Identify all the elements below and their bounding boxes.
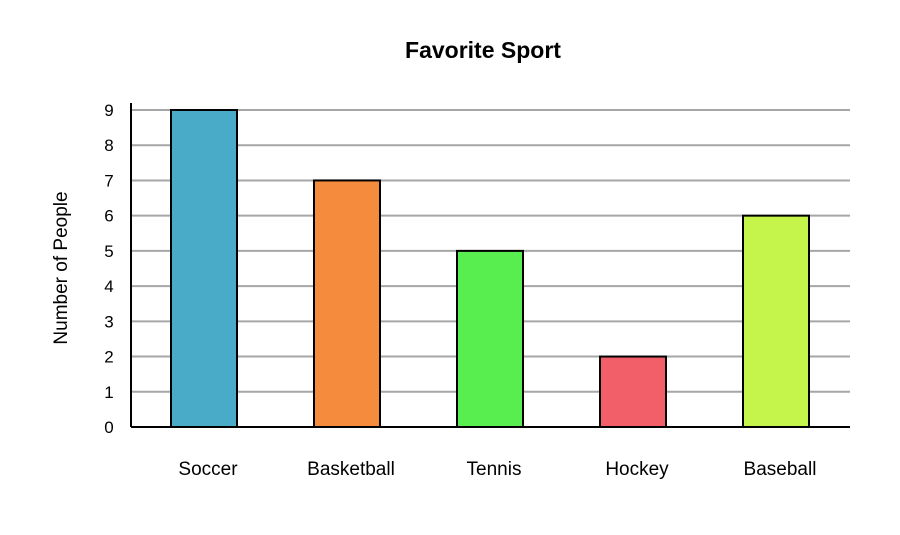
bar-baseball <box>742 214 810 428</box>
bar-hockey <box>599 355 667 428</box>
category-label: Tennis <box>467 459 522 480</box>
y-tick-label: 5 <box>104 242 113 261</box>
chart-title: Favorite Sport <box>405 37 561 63</box>
category-label: Hockey <box>605 459 669 480</box>
bar-tennis <box>456 249 524 428</box>
category-label: Soccer <box>178 459 238 480</box>
y-tick-label: 1 <box>104 383 113 402</box>
y-tick-label: 6 <box>104 207 113 226</box>
category-label: Baseball <box>744 459 817 480</box>
y-tick-label: 4 <box>104 277 113 296</box>
y-tick-label: 3 <box>104 312 113 331</box>
bar-soccer <box>170 109 238 428</box>
bar-basketball <box>313 179 381 428</box>
y-axis-label: Number of People <box>51 191 72 344</box>
y-tick-label: 0 <box>104 418 113 437</box>
y-tick-label: 9 <box>104 101 113 120</box>
y-tick-label: 8 <box>104 136 113 155</box>
x-tick-labels: Soccer Basketball Tennis Hockey Baseball <box>178 459 816 480</box>
y-tick-labels: 0 1 2 3 4 5 6 7 8 9 <box>104 101 113 437</box>
category-label: Basketball <box>307 459 395 480</box>
y-tick-label: 2 <box>104 348 113 367</box>
bars <box>170 109 810 428</box>
y-tick-label: 7 <box>104 171 113 190</box>
